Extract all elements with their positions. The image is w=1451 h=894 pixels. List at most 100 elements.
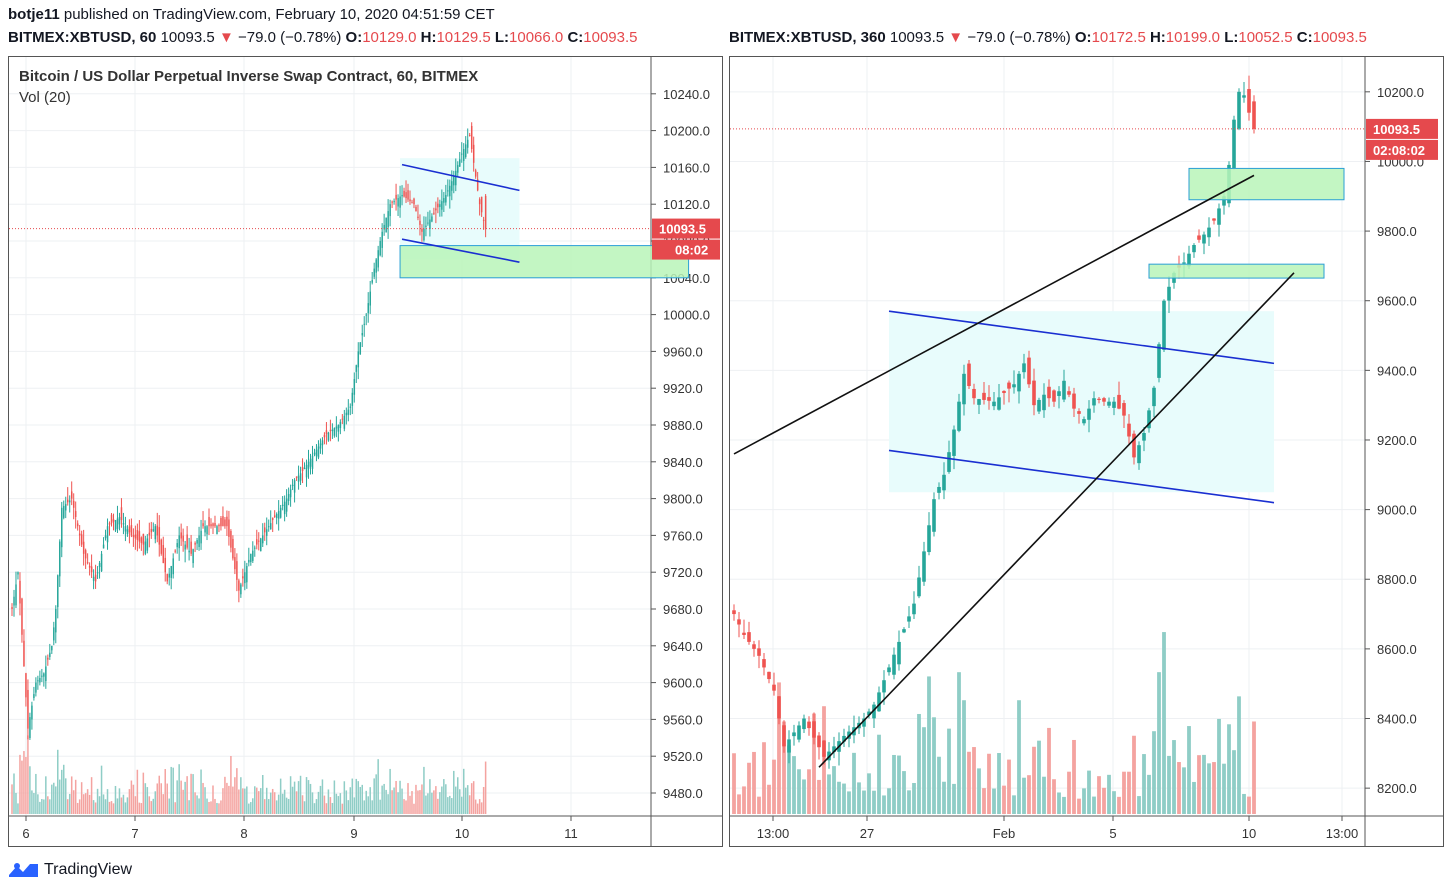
volume-bar — [977, 768, 981, 814]
volume-bar — [369, 787, 371, 814]
volume-bar — [832, 766, 836, 814]
publication-text: published on TradingView.com, February 1… — [59, 6, 495, 23]
candle-down — [812, 721, 816, 738]
volume-bar — [1142, 754, 1146, 814]
candle-up — [451, 181, 453, 191]
volume-bar — [445, 784, 447, 814]
x-tick-label: Feb — [993, 826, 1015, 841]
candle-up — [367, 303, 369, 314]
candle-down — [747, 632, 751, 642]
chart-panel-left[interactable]: 10240.010200.010160.010120.010080.010040… — [8, 56, 723, 847]
volume-bar — [887, 788, 891, 814]
candle-down — [19, 580, 21, 604]
volume-bar — [747, 762, 751, 814]
candle-up — [299, 473, 302, 481]
volume-bar — [982, 788, 986, 814]
volume-bar — [240, 777, 242, 814]
volume-bar — [180, 780, 182, 814]
candle-up — [327, 432, 330, 441]
candle-up — [349, 406, 352, 408]
volume-bar — [80, 782, 83, 814]
tradingview-logo[interactable]: TradingView — [8, 859, 132, 881]
volume-bar — [752, 751, 756, 814]
volume-bar — [957, 672, 961, 814]
candle-up — [1017, 373, 1021, 392]
volume-bar — [303, 801, 306, 814]
volume-bar — [782, 721, 786, 814]
candle-up — [144, 541, 147, 554]
candle-up — [124, 526, 127, 532]
volume-bar — [757, 796, 761, 814]
volume-bar — [1112, 791, 1116, 814]
volume-bar — [395, 780, 397, 814]
volume-bar — [742, 786, 746, 814]
volume-bar — [359, 786, 362, 814]
candle-up — [401, 195, 403, 197]
close-label-right: C: — [1296, 29, 1313, 46]
candle-down — [1032, 380, 1036, 406]
candle-down — [777, 696, 781, 719]
candle-up — [154, 526, 157, 540]
candle-down — [391, 201, 393, 203]
volume-bar — [136, 769, 139, 814]
volume-bar — [1057, 792, 1061, 814]
volume-bar — [112, 803, 115, 814]
volume-bar — [325, 803, 328, 814]
candle-up — [393, 201, 395, 203]
y-tick-label: 10160.0 — [663, 160, 710, 175]
candle-down — [148, 532, 151, 536]
candle-down — [817, 735, 821, 748]
candle-down — [76, 523, 79, 527]
volume-bar — [453, 770, 455, 814]
chart-svg-right[interactable]: 10200.010000.09800.09600.09400.09200.090… — [730, 57, 1443, 846]
candle-down — [84, 550, 87, 559]
candle-down — [234, 557, 236, 570]
candle-up — [126, 529, 129, 535]
tradingview-logo-icon — [9, 863, 38, 877]
candle-up — [427, 222, 429, 224]
volume-bar — [355, 778, 358, 814]
countdown-tag — [1366, 139, 1438, 160]
volume-bar — [17, 803, 19, 814]
volume-bar — [190, 773, 192, 814]
channel-fill — [889, 311, 1274, 493]
candle-up — [842, 735, 846, 742]
candle-down — [301, 467, 304, 471]
volume-bar — [66, 799, 69, 814]
candle-up — [100, 553, 103, 572]
candle-down — [413, 198, 415, 205]
volume-bar — [397, 792, 399, 814]
volume-bar — [160, 783, 163, 814]
last-price-tag — [652, 218, 720, 239]
volume-bar — [194, 792, 196, 814]
candle-up — [787, 739, 791, 753]
candle-up — [907, 616, 911, 622]
volume-bar — [1047, 727, 1051, 814]
chart-svg-left[interactable]: 10240.010200.010160.010120.010080.010040… — [9, 57, 722, 846]
y-tick-label: 9960.0 — [663, 344, 703, 359]
volume-bar — [932, 717, 936, 814]
volume-bar — [256, 787, 258, 814]
volume-bar — [1127, 771, 1131, 814]
x-tick-label: 7 — [131, 826, 138, 841]
y-tick-label: 9200.0 — [1377, 433, 1417, 448]
close-right: 10093.5 — [1312, 29, 1367, 46]
candle-down — [242, 576, 244, 579]
candle-up — [1222, 196, 1226, 206]
candle-up — [1037, 399, 1041, 412]
candle-up — [962, 373, 966, 405]
candle-up — [57, 575, 59, 608]
candle-down — [156, 525, 159, 536]
chart-panel-right[interactable]: 10200.0 10000.0 9800.0 9600.0 9400.0 9200.0 90… — [729, 56, 1444, 847]
volume-bar — [224, 776, 226, 814]
volume-bar — [74, 779, 77, 814]
candle-up — [443, 198, 445, 203]
candle-down — [70, 491, 73, 499]
candle-up — [68, 500, 71, 503]
candle-up — [305, 464, 308, 478]
volume-bar — [25, 756, 27, 814]
volume-bar — [152, 798, 155, 814]
publication-info: botje11 published on TradingView.com, Fe… — [8, 6, 495, 23]
candle-down — [1047, 386, 1051, 399]
candle-down — [23, 640, 25, 667]
